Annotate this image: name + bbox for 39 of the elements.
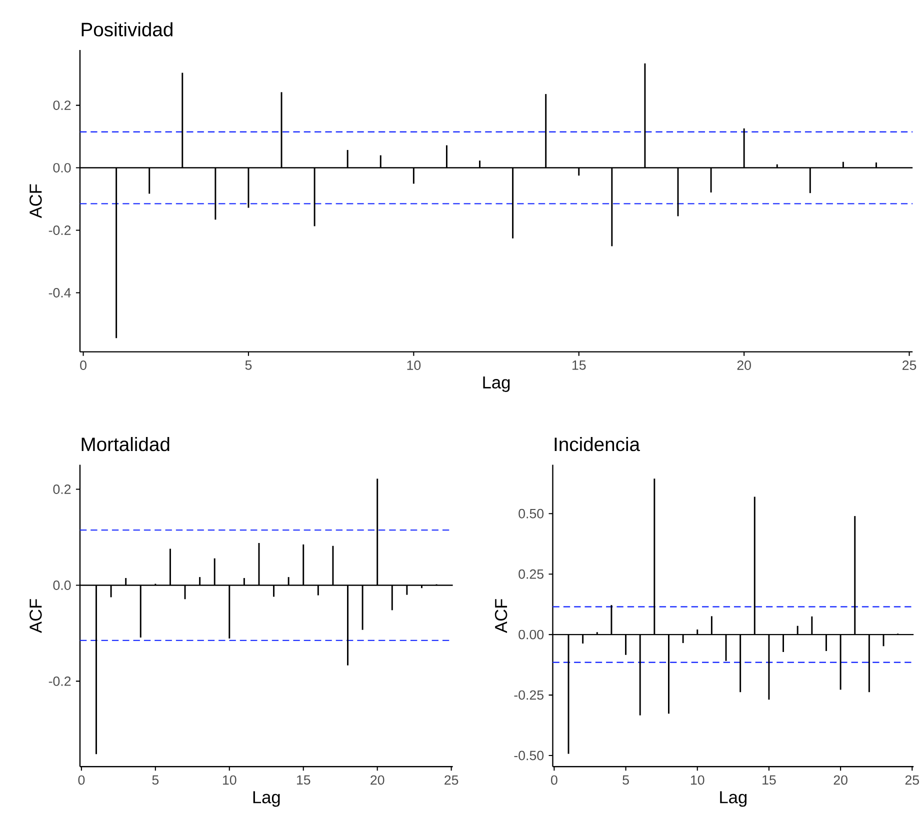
y-tick-label: -0.50	[514, 750, 544, 760]
x-tick-label: 0	[551, 776, 558, 785]
y-tick-label: -0.2	[48, 226, 71, 236]
y-tick-label: 0.2	[53, 484, 71, 494]
x-tick-label: 25	[444, 776, 458, 785]
x-tick-label: 10	[407, 360, 421, 370]
chart-title: Incidencia	[554, 437, 640, 452]
y-tick-label: 0.50	[518, 509, 544, 519]
y-axis-title: ACF	[30, 184, 42, 218]
x-tick-label: 10	[690, 776, 704, 785]
y-tick-label: 0.0	[53, 163, 71, 173]
x-tick-label: 25	[902, 360, 916, 370]
x-tick-label: 15	[762, 776, 776, 785]
x-tick-label: 20	[737, 360, 751, 370]
x-tick-label: 10	[223, 776, 236, 785]
x-tick-label: 5	[152, 776, 159, 785]
chart-title: Positividad	[82, 22, 172, 37]
x-tick-label: 5	[622, 776, 629, 785]
y-tick-label: 0.25	[518, 570, 544, 580]
x-tick-label: 5	[245, 360, 252, 370]
x-tick-label: 15	[572, 360, 586, 370]
x-tick-label: 0	[78, 776, 85, 785]
y-tick-label: -0.2	[48, 676, 71, 686]
y-tick-label: -0.4	[48, 288, 71, 298]
x-tick-label: 0	[80, 360, 86, 370]
chart-title: Mortalidad	[82, 437, 170, 452]
y-axis-title: ACF	[494, 599, 508, 634]
x-tick-label: 15	[296, 776, 310, 785]
x-tick-label: 25	[905, 776, 920, 785]
x-axis-title: Lag	[720, 791, 747, 807]
y-tick-label: 0.2	[53, 100, 71, 110]
y-axis-title: ACF	[30, 599, 42, 634]
x-tick-label: 20	[370, 776, 384, 785]
y-tick-label: 0.00	[518, 630, 544, 640]
y-tick-label: 0.0	[53, 580, 71, 590]
x-axis-title: Lag	[483, 376, 510, 392]
x-axis-title: Lag	[253, 791, 280, 807]
x-tick-label: 20	[834, 776, 848, 785]
y-tick-label: -0.25	[514, 690, 544, 700]
